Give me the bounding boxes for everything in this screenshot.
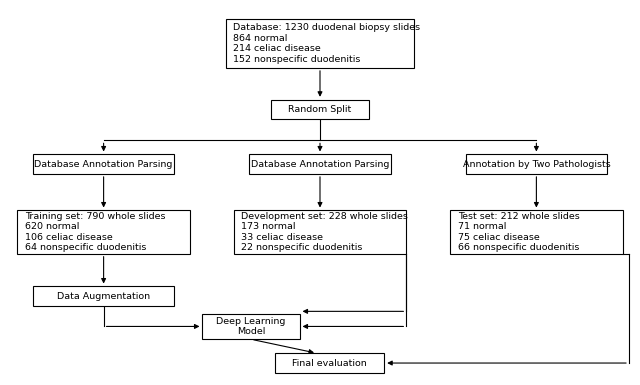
Text: Deep Learning
Model: Deep Learning Model [216,317,285,336]
FancyBboxPatch shape [202,314,300,339]
FancyBboxPatch shape [33,154,174,174]
FancyBboxPatch shape [450,211,623,254]
Text: Final evaluation: Final evaluation [292,358,367,368]
Text: Database Annotation Parsing: Database Annotation Parsing [35,160,173,169]
FancyBboxPatch shape [33,286,174,306]
Text: Database: 1230 duodenal biopsy slides
864 normal
214 celiac disease
152 nonspeci: Database: 1230 duodenal biopsy slides 86… [234,23,420,64]
FancyBboxPatch shape [271,100,369,119]
Text: Test set: 212 whole slides
71 normal
75 celiac disease
66 nonspecific duodenitis: Test set: 212 whole slides 71 normal 75 … [458,212,579,252]
Text: Data Augmentation: Data Augmentation [57,292,150,301]
FancyBboxPatch shape [17,211,190,254]
Text: Development set: 228 whole slides
173 normal
33 celiac disease
22 nonspecific du: Development set: 228 whole slides 173 no… [241,212,408,252]
FancyBboxPatch shape [234,211,406,254]
FancyBboxPatch shape [226,19,414,68]
Text: Random Split: Random Split [289,105,351,114]
FancyBboxPatch shape [250,154,390,174]
FancyBboxPatch shape [466,154,607,174]
Text: Database Annotation Parsing: Database Annotation Parsing [251,160,389,169]
Text: Annotation by Two Pathologists: Annotation by Two Pathologists [463,160,611,169]
Text: Training set: 790 whole slides
620 normal
106 celiac disease
64 nonspecific duod: Training set: 790 whole slides 620 norma… [25,212,165,252]
FancyBboxPatch shape [275,353,384,373]
